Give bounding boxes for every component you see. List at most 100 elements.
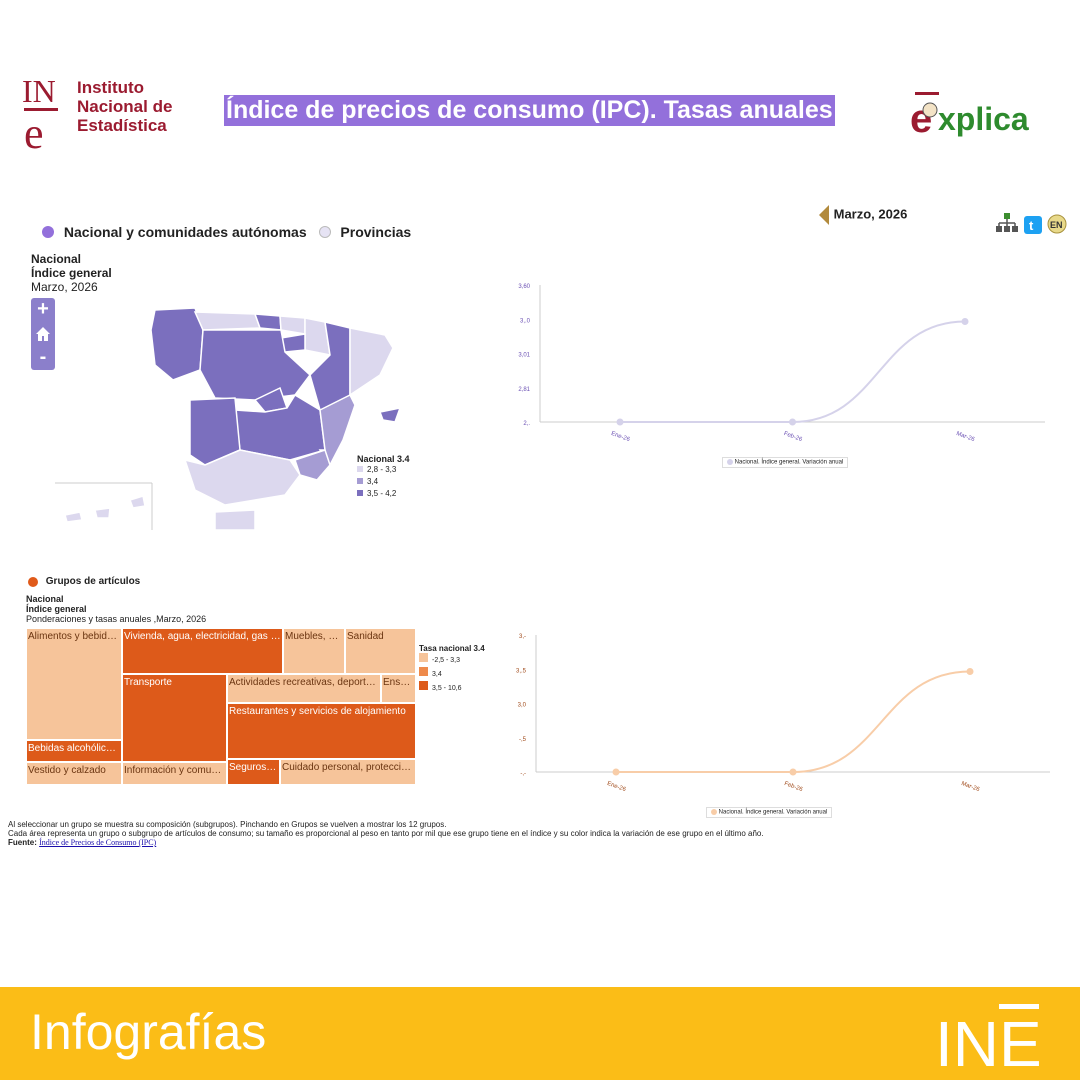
tm-cell-alimentos[interactable]: Alimentos y bebidas no alcohólicas xyxy=(26,628,122,740)
share-bar: t EN xyxy=(996,212,1067,239)
region-pais-vasco xyxy=(279,315,306,335)
region-navarra xyxy=(304,317,331,356)
spain-map[interactable] xyxy=(55,300,420,530)
region-cataluna xyxy=(349,327,394,397)
treemap: Alimentos y bebidas no alcohólicas Bebid… xyxy=(26,628,416,785)
treemap-legend-item: 3,4 xyxy=(419,667,485,681)
data-point xyxy=(616,418,624,426)
y-tick-label: 3,0 xyxy=(518,703,527,709)
map-legend-title: Nacional 3.4 xyxy=(357,454,410,464)
page-title: Índice de precios de consumo (IPC). Tasa… xyxy=(224,95,835,126)
region-asturias xyxy=(193,311,262,331)
tm-cell-muebles[interactable]: Muebles, artículos del hogar xyxy=(283,628,345,674)
treemap-legend-item: -2,5 - 3,3 xyxy=(419,653,485,667)
x-tick-label: Feb-26 xyxy=(783,781,804,793)
y-tick-label: 3,60 xyxy=(518,284,530,290)
treemap-legend-item: 3,5 - 10,6 xyxy=(419,681,485,695)
tm-cell-sanidad[interactable]: Sanidad xyxy=(345,628,416,674)
y-tick-label: -,5 xyxy=(519,737,527,743)
month-selector[interactable]: Marzo, 2026 xyxy=(818,205,907,225)
x-tick-label: Ene-26 xyxy=(606,781,627,793)
y-tick-label: 2,. xyxy=(523,421,530,427)
line-chart-2: -,- -,5 3,0 3,.5 3,- Ene-26 Feb-26 Mar-26 xyxy=(516,634,1050,793)
treemap-legend: Tasa nacional 3.4 -2,5 - 3,3 3,4 3,5 - 1… xyxy=(419,644,485,695)
data-point xyxy=(961,318,969,326)
ine-logo: IN e xyxy=(22,72,64,158)
x-tick-label: Ene-26 xyxy=(610,431,631,443)
national-radio-icon[interactable] xyxy=(42,226,54,239)
map-legend-item: 3,5 - 4,2 xyxy=(357,488,410,500)
svg-text:INE: INE xyxy=(935,1008,1042,1070)
chart1-legend-swatch xyxy=(727,459,733,465)
note-line-1: Al seleccionar un grupo se muestra su co… xyxy=(8,820,447,829)
svg-text:EN: EN xyxy=(1050,220,1063,230)
x-tick-label: Mar-26 xyxy=(960,781,981,793)
map-legend-item: 2,8 - 3,3 xyxy=(357,464,410,476)
map-legend: Nacional 3.4 2,8 - 3,3 3,4 3,5 - 4,2 xyxy=(357,454,410,500)
svg-text:e: e xyxy=(24,109,44,154)
previous-month-icon[interactable] xyxy=(818,205,830,225)
treemap-title: Nacional xyxy=(26,594,64,604)
zoom-out-button[interactable]: - xyxy=(39,346,47,368)
map-subtitle: Índice general xyxy=(31,266,112,280)
chart1-legend: Nacional. Índice general. Variación anua… xyxy=(722,457,849,468)
treemap-subtitle: Índice general xyxy=(26,604,87,614)
region-ceuta-melilla xyxy=(214,509,256,530)
treemap-legend-title: Tasa nacional 3.4 xyxy=(419,644,485,653)
chart1-legend-label: Nacional. Índice general. Variación anua… xyxy=(734,459,844,466)
month-label: Marzo, 2026 xyxy=(833,206,908,222)
footer-text: Infografías xyxy=(30,1004,267,1060)
groups-label: Grupos de artículos xyxy=(45,576,141,587)
footer-bar xyxy=(0,987,1080,1080)
map-legend-item: 3,4 xyxy=(357,476,410,488)
map-zoom-controls: + - xyxy=(31,298,55,370)
notes: Al seleccionar un grupo se muestra su co… xyxy=(8,820,1068,847)
chart2-legend-label: Nacional. Índice general. Variación anua… xyxy=(718,809,828,816)
chart2-legend-swatch xyxy=(711,809,717,815)
x-tick-label: Feb-26 xyxy=(783,431,804,443)
explica-logo[interactable]: e xplica xyxy=(910,88,1040,141)
chart2-legend: Nacional. Índice general. Variación anua… xyxy=(706,807,833,818)
groups-radio-icon[interactable] xyxy=(28,576,38,587)
tm-cell-vivienda[interactable]: Vivienda, agua, electricidad, gas y otro… xyxy=(122,628,283,674)
tm-cell-restaurantes[interactable]: Restaurantes y servicios de alojamiento xyxy=(227,703,416,759)
line-chart-1: 2,. 2,81 3,01 3,.0 3,60 Ene-26 Feb-26 Mar-26 xyxy=(518,284,1045,443)
data-point xyxy=(612,768,620,776)
svg-text:xplica: xplica xyxy=(938,101,1029,137)
toggle-national[interactable]: Nacional y comunidades autónomas xyxy=(63,224,307,241)
tm-cell-seguros[interactable]: Seguros y servicios financieros xyxy=(227,759,280,785)
data-point xyxy=(789,768,797,776)
treemap-caption: Ponderaciones y tasas anuales ,Marzo, 20… xyxy=(26,614,207,624)
region-galicia xyxy=(150,307,204,381)
twitter-icon[interactable]: t xyxy=(1024,216,1043,234)
provinces-radio-icon[interactable] xyxy=(318,226,331,239)
data-point xyxy=(966,668,974,676)
sitemap-icon[interactable] xyxy=(996,212,1018,234)
tm-cell-vestido[interactable]: Vestido y calzado xyxy=(26,762,122,785)
source-link[interactable]: Índice de Precios de Consumo (IPC) xyxy=(39,838,157,847)
svg-text:t: t xyxy=(1029,218,1034,233)
map-date: Marzo, 2026 xyxy=(31,280,98,294)
zoom-in-button[interactable]: + xyxy=(37,298,49,320)
svg-text:IN: IN xyxy=(22,73,56,109)
y-tick-label: -,- xyxy=(520,771,526,777)
region-canarias xyxy=(64,511,83,523)
tm-cell-bebidas[interactable]: Bebidas alcohólicas y tabaco xyxy=(26,740,122,762)
home-icon[interactable] xyxy=(31,322,55,346)
tm-cell-ocio[interactable]: Actividades recreativas, deporte y cultu… xyxy=(227,674,381,703)
source-label: Fuente: xyxy=(8,838,37,847)
x-tick-label: Mar-26 xyxy=(955,431,976,443)
footer-ine-logo: INE xyxy=(935,1000,1065,1080)
series-line xyxy=(615,670,971,773)
tm-cell-cuidado[interactable]: Cuidado personal, protección social xyxy=(280,759,416,785)
y-tick-label: 3,- xyxy=(519,634,526,640)
tm-cell-ensenanza[interactable]: Enseñanza xyxy=(381,674,416,703)
tm-cell-informacion[interactable]: Información y comunicaciones xyxy=(122,762,227,785)
y-tick-label: 3,.5 xyxy=(516,668,527,674)
english-icon[interactable]: EN xyxy=(1047,214,1067,234)
groups-toggle[interactable]: Grupos de artículos xyxy=(28,576,140,587)
toggle-provinces[interactable]: Provincias xyxy=(340,224,412,241)
region-baleares xyxy=(378,407,402,423)
y-tick-label: 3,01 xyxy=(518,353,530,359)
tm-cell-transporte[interactable]: Transporte xyxy=(122,674,227,762)
